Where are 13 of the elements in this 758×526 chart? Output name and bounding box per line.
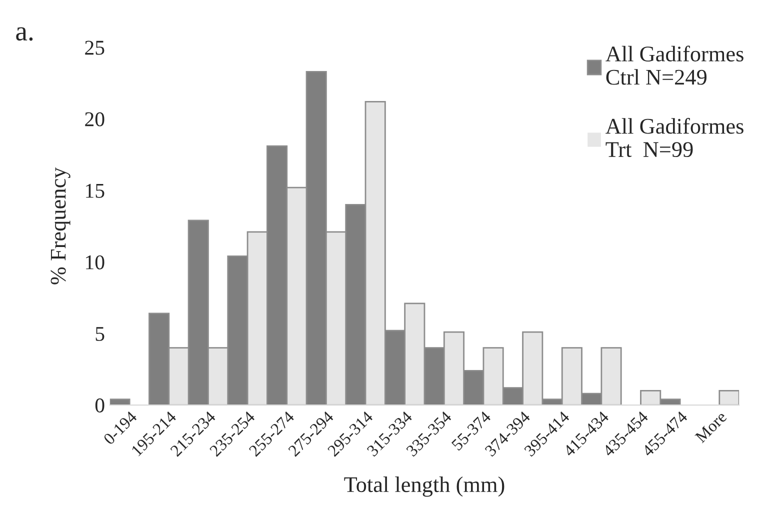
y-tick-label: 10 [86,255,104,270]
y-tick-label: 15 [86,184,104,198]
legend-label: All Gadiformes Trt N=99 [606,118,744,158]
y-tick-label: 0 [95,398,104,412]
x-axis-title: Total length (mm) [344,476,504,497]
bar [110,398,130,406]
legend-label: All Gadiformes Ctrl N=249 [606,46,744,85]
bar [718,390,740,406]
y-tick-label: 5 [96,327,104,341]
y-tick-label: 25 [85,40,104,55]
chart-title: a. [16,27,33,41]
y-axis-title: % Frequency [50,167,70,284]
y-tick-label: 20 [85,112,104,126]
